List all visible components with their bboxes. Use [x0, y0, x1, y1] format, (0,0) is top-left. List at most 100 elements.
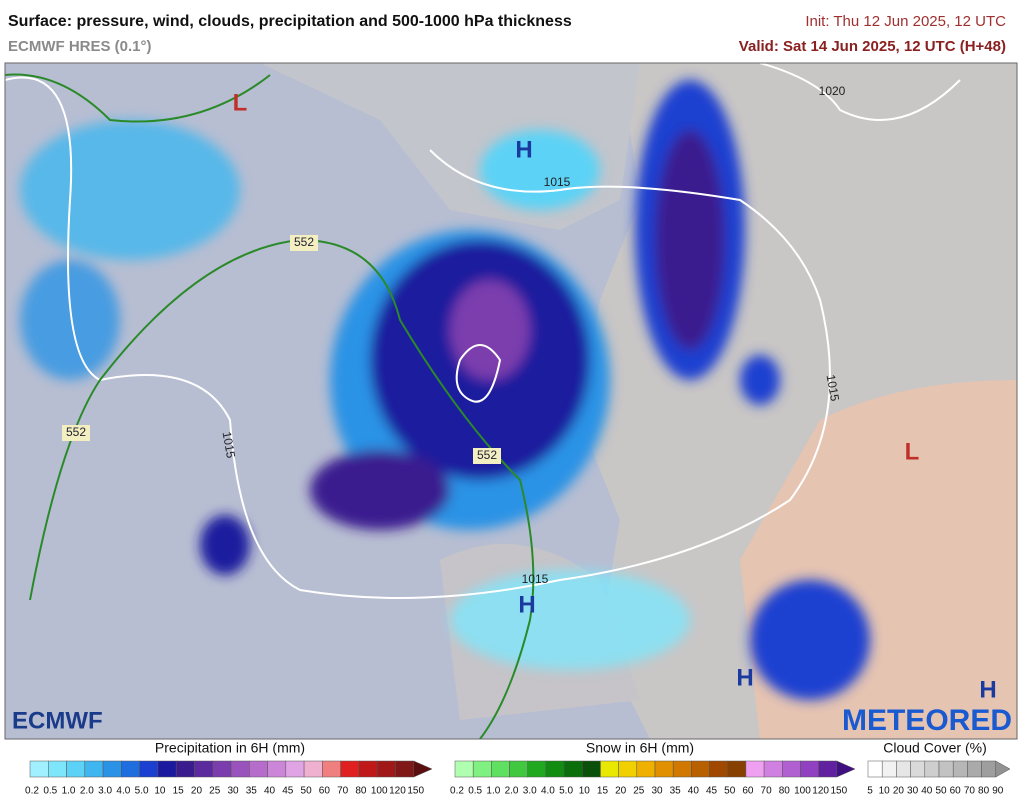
legend-label: 30: [227, 786, 239, 797]
legend-swatch: [230, 760, 250, 778]
legend-swatch: [194, 760, 213, 778]
legend-swatch: [285, 760, 305, 778]
legend-swatch: [139, 760, 159, 778]
legend-label: 45: [282, 786, 294, 797]
legend-swatch: [175, 760, 195, 778]
legend-swatch: [491, 760, 510, 778]
legend-swatch: [376, 760, 396, 778]
legend-swatch: [582, 760, 601, 778]
isobars: [5, 63, 961, 599]
legend-label: 80: [779, 786, 791, 797]
legend-label: 3.0: [98, 786, 112, 797]
precipitation: [20, 80, 870, 700]
legend-swatch: [709, 760, 728, 778]
legend-label: 150: [407, 786, 424, 797]
pressure-center: H: [518, 591, 535, 618]
legend-label: 20: [615, 786, 627, 797]
thickness-label-box: [62, 425, 90, 441]
legend-swatch: [654, 760, 674, 778]
legend-label: 80: [978, 786, 990, 797]
logo-meteored: METEORED: [842, 704, 1012, 737]
legend-swatch: [600, 760, 619, 778]
legend-label: 100: [371, 786, 388, 797]
legend-swatch: [527, 760, 547, 778]
legend-label: 40: [264, 786, 276, 797]
legend-label: 40: [688, 786, 700, 797]
legend-label: 0.5: [43, 786, 57, 797]
legend-swatch: [881, 760, 897, 778]
legend-swatch: [84, 760, 104, 778]
legend-swatch: [938, 760, 954, 778]
legend-label: 45: [706, 786, 718, 797]
legend-swatch: [763, 760, 783, 778]
legend-label: 10: [579, 786, 591, 797]
legend-label: 30: [651, 786, 663, 797]
isobar-label: 1015: [522, 572, 549, 586]
title: Surface: pressure, wind, clouds, precipi…: [8, 13, 572, 30]
legend-swatch: [618, 760, 638, 778]
legend-label: 10: [154, 786, 166, 797]
legend-label: 120: [389, 786, 406, 797]
legend-swatch: [563, 760, 583, 778]
pressure-center: H: [736, 664, 753, 691]
legend-swatch: [545, 760, 565, 778]
thickness-label-box: [473, 448, 501, 464]
map-frame: [4, 62, 1018, 740]
legend-swatch: [782, 760, 801, 778]
legend-swatch: [672, 760, 692, 778]
valid-time: Valid: Sat 14 Jun 2025, 12 UTC (H+48): [739, 38, 1006, 55]
legend-title: Cloud Cover (%): [883, 740, 986, 756]
thickness-line: [5, 73, 535, 739]
legend-swatch: [340, 760, 360, 778]
legend-swatch: [800, 760, 819, 778]
legend-swatch: [48, 760, 67, 778]
map: L H L H H H 1020 1015 1015 1015 1015 552…: [5, 63, 1017, 739]
legend-swatch: [727, 760, 747, 778]
legend-swatch: [454, 760, 474, 778]
legend-swatch: [29, 760, 49, 778]
legend-swatch: [157, 760, 177, 778]
legend-label: 0.2: [25, 786, 39, 797]
legend-label: 20: [191, 786, 203, 797]
legend-title: Snow in 6H (mm): [586, 740, 694, 756]
isobar-label: 1015: [220, 430, 238, 459]
legend-swatch: [212, 760, 232, 778]
legend-swatch: [981, 760, 997, 778]
legend-swatch: [952, 760, 968, 778]
legend-label: 5.0: [559, 786, 573, 797]
legend-swatch: [967, 760, 982, 778]
legend-label: 0.2: [450, 786, 464, 797]
legend-label: 100: [794, 786, 811, 797]
legend-label: 30: [907, 786, 919, 797]
isobar-label: 1020: [819, 84, 846, 98]
legend-label: 2.0: [505, 786, 519, 797]
legend-label: 35: [670, 786, 682, 797]
legend-label: 15: [597, 786, 609, 797]
legend-label: 50: [935, 786, 947, 797]
legend-swatch: [358, 760, 378, 778]
legend-label: 35: [246, 786, 258, 797]
init-time: Init: Thu 12 Jun 2025, 12 UTC: [805, 13, 1006, 30]
legend-label: 60: [950, 786, 962, 797]
legend-swatch: [249, 760, 268, 778]
legend-swatch: [509, 760, 528, 778]
legend-label: 1.0: [62, 786, 76, 797]
pressure-center: L: [905, 438, 920, 465]
legend-label: 150: [830, 786, 847, 797]
thickness-label: 552: [66, 425, 86, 439]
legend-label: 70: [337, 786, 349, 797]
legend-swatch: [818, 760, 838, 778]
legend-swatch: [303, 760, 323, 778]
legend-swatch: [66, 760, 86, 778]
thickness-label-box: [290, 235, 318, 251]
legend-swatch: [322, 760, 341, 778]
legend-label: 70: [964, 786, 976, 797]
legend-label: 10: [879, 786, 891, 797]
legend-swatch: [395, 760, 414, 778]
legend-swatch: [102, 760, 122, 778]
legend-label: 15: [173, 786, 185, 797]
legend-label: 20: [893, 786, 905, 797]
legend-label: 80: [355, 786, 367, 797]
